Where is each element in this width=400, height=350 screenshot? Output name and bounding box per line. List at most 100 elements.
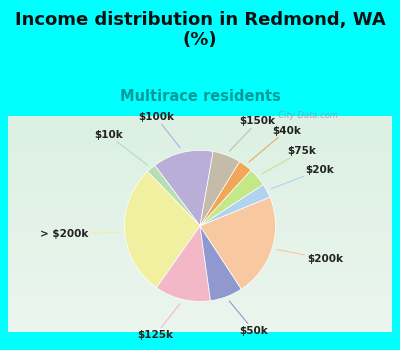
- Bar: [8, 321, 392, 324]
- Bar: [8, 324, 392, 327]
- Wedge shape: [200, 170, 263, 226]
- Bar: [8, 262, 392, 265]
- Bar: [8, 278, 392, 281]
- Bar: [8, 305, 392, 308]
- Bar: [8, 124, 392, 127]
- Bar: [8, 273, 392, 275]
- Bar: [8, 257, 392, 259]
- Bar: [8, 202, 392, 205]
- Bar: [8, 175, 392, 178]
- Bar: [8, 162, 392, 164]
- Bar: [8, 140, 392, 143]
- Bar: [8, 178, 392, 181]
- Bar: [8, 216, 392, 219]
- Bar: [8, 284, 392, 286]
- Bar: [8, 248, 392, 251]
- Text: $125k: $125k: [138, 304, 180, 340]
- Wedge shape: [124, 172, 200, 288]
- Bar: [8, 221, 392, 224]
- Wedge shape: [155, 150, 213, 226]
- Text: $10k: $10k: [94, 130, 147, 165]
- Bar: [8, 292, 392, 294]
- Bar: [8, 232, 392, 235]
- Wedge shape: [148, 166, 200, 226]
- Bar: [8, 167, 392, 170]
- Bar: [8, 246, 392, 248]
- Bar: [8, 159, 392, 162]
- Bar: [8, 164, 392, 167]
- Bar: [8, 270, 392, 273]
- Bar: [8, 224, 392, 227]
- Bar: [8, 227, 392, 229]
- Bar: [8, 199, 392, 202]
- Bar: [8, 205, 392, 208]
- Text: $200k: $200k: [277, 250, 343, 264]
- Bar: [8, 267, 392, 270]
- Bar: [8, 189, 392, 191]
- Bar: [8, 148, 392, 151]
- Bar: [8, 127, 392, 130]
- Bar: [8, 183, 392, 186]
- Text: $40k: $40k: [249, 126, 301, 162]
- Bar: [8, 238, 392, 240]
- Bar: [8, 213, 392, 216]
- Bar: [8, 316, 392, 318]
- Bar: [8, 138, 392, 140]
- Text: City-Data.com: City-Data.com: [272, 111, 338, 120]
- Bar: [8, 151, 392, 154]
- Bar: [8, 156, 392, 159]
- Bar: [8, 219, 392, 221]
- Bar: [8, 240, 392, 243]
- Bar: [8, 297, 392, 300]
- Wedge shape: [200, 184, 270, 226]
- Bar: [8, 275, 392, 278]
- Bar: [8, 170, 392, 173]
- Wedge shape: [200, 197, 276, 289]
- Bar: [8, 181, 392, 183]
- Bar: [8, 191, 392, 194]
- Bar: [8, 154, 392, 156]
- Bar: [8, 210, 392, 213]
- Text: Income distribution in Redmond, WA
(%): Income distribution in Redmond, WA (%): [15, 10, 385, 49]
- Text: Multirace residents: Multirace residents: [120, 89, 280, 104]
- Bar: [8, 143, 392, 146]
- Bar: [8, 313, 392, 316]
- Text: $75k: $75k: [262, 146, 316, 174]
- Bar: [8, 146, 392, 148]
- Bar: [8, 197, 392, 199]
- Bar: [8, 300, 392, 302]
- Wedge shape: [156, 226, 210, 301]
- Bar: [8, 130, 392, 132]
- Bar: [8, 289, 392, 292]
- Bar: [8, 286, 392, 289]
- Wedge shape: [200, 162, 251, 226]
- Bar: [8, 132, 392, 135]
- Bar: [8, 254, 392, 257]
- Bar: [8, 251, 392, 254]
- Bar: [8, 308, 392, 310]
- Bar: [8, 229, 392, 232]
- Text: $50k: $50k: [229, 301, 268, 336]
- Text: > $200k: > $200k: [40, 230, 120, 239]
- Bar: [8, 294, 392, 297]
- Wedge shape: [200, 152, 240, 226]
- Bar: [8, 281, 392, 284]
- Text: $150k: $150k: [230, 116, 276, 151]
- Bar: [8, 265, 392, 267]
- Bar: [8, 235, 392, 238]
- Bar: [8, 327, 392, 329]
- Bar: [8, 119, 392, 121]
- Bar: [8, 310, 392, 313]
- Bar: [8, 173, 392, 175]
- Text: $20k: $20k: [272, 165, 334, 189]
- Bar: [8, 186, 392, 189]
- Bar: [8, 208, 392, 210]
- Bar: [8, 116, 392, 119]
- Bar: [8, 302, 392, 305]
- Bar: [8, 194, 392, 197]
- Bar: [8, 135, 392, 138]
- Bar: [8, 243, 392, 246]
- Bar: [8, 318, 392, 321]
- Wedge shape: [200, 226, 241, 301]
- Bar: [8, 121, 392, 124]
